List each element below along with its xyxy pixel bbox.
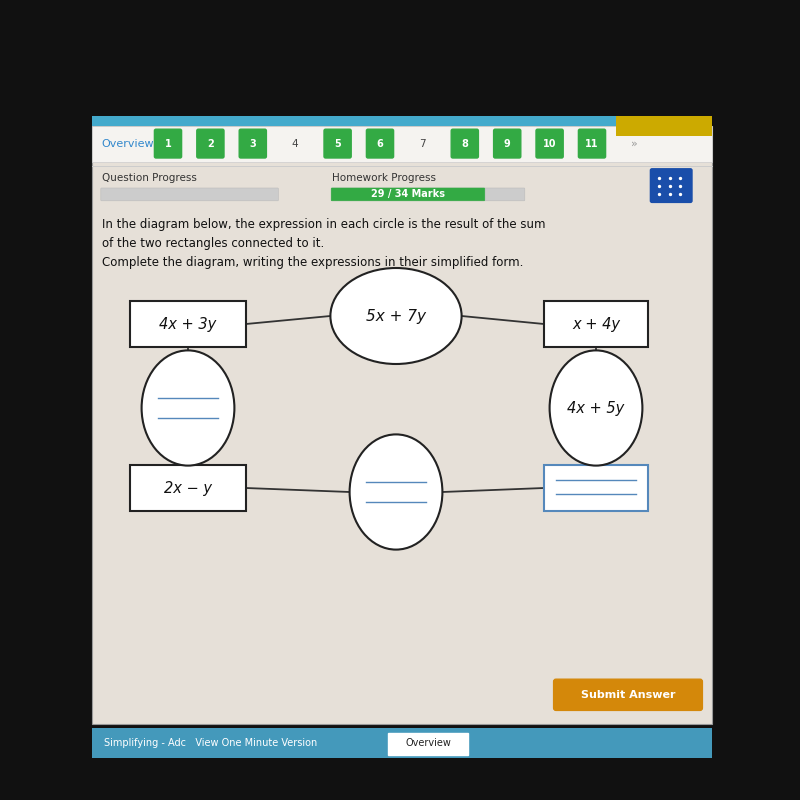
FancyBboxPatch shape: [324, 130, 351, 158]
Ellipse shape: [330, 268, 462, 364]
Text: 2x − y: 2x − y: [164, 481, 212, 495]
FancyBboxPatch shape: [101, 188, 278, 201]
Text: 5x + 7y: 5x + 7y: [366, 309, 426, 323]
FancyBboxPatch shape: [130, 465, 246, 511]
FancyBboxPatch shape: [130, 301, 246, 347]
Ellipse shape: [350, 434, 442, 550]
Text: 8: 8: [462, 138, 468, 149]
Text: 6: 6: [377, 138, 383, 149]
FancyBboxPatch shape: [239, 130, 266, 158]
FancyBboxPatch shape: [616, 116, 712, 136]
FancyBboxPatch shape: [650, 169, 692, 202]
FancyBboxPatch shape: [536, 130, 563, 158]
FancyBboxPatch shape: [92, 126, 712, 162]
Text: 4x + 3y: 4x + 3y: [159, 317, 217, 331]
Text: 1: 1: [165, 138, 171, 149]
FancyBboxPatch shape: [578, 130, 606, 158]
Text: Overview: Overview: [405, 738, 451, 748]
Text: Simplifying - Adc   View One Minute Version: Simplifying - Adc View One Minute Versio…: [104, 738, 318, 748]
Ellipse shape: [550, 350, 642, 466]
FancyBboxPatch shape: [331, 188, 525, 201]
Text: »: »: [631, 138, 638, 149]
Text: Overview: Overview: [102, 138, 154, 149]
Text: x + 4y: x + 4y: [572, 317, 620, 331]
Text: 3: 3: [250, 138, 256, 149]
Text: In the diagram below, the expression in each circle is the result of the sum
of : In the diagram below, the expression in …: [102, 218, 545, 270]
Text: 9: 9: [504, 138, 510, 149]
Text: 4: 4: [292, 138, 298, 149]
Ellipse shape: [142, 350, 234, 466]
FancyBboxPatch shape: [154, 130, 182, 158]
Text: 2: 2: [207, 138, 214, 149]
FancyBboxPatch shape: [197, 130, 224, 158]
Text: 5: 5: [334, 138, 341, 149]
FancyBboxPatch shape: [366, 130, 394, 158]
FancyBboxPatch shape: [554, 679, 702, 710]
FancyBboxPatch shape: [92, 116, 712, 126]
Text: 4x + 5y: 4x + 5y: [567, 401, 625, 415]
FancyBboxPatch shape: [544, 465, 648, 511]
FancyBboxPatch shape: [388, 733, 468, 755]
FancyBboxPatch shape: [544, 301, 648, 347]
Text: Question Progress: Question Progress: [102, 174, 197, 183]
FancyBboxPatch shape: [331, 188, 485, 201]
Text: Submit Answer: Submit Answer: [581, 690, 675, 700]
FancyBboxPatch shape: [92, 126, 712, 724]
FancyBboxPatch shape: [451, 130, 478, 158]
Text: 7: 7: [419, 138, 426, 149]
Text: 10: 10: [543, 138, 556, 149]
FancyBboxPatch shape: [494, 130, 521, 158]
Text: Homework Progress: Homework Progress: [332, 174, 436, 183]
Text: 11: 11: [586, 138, 598, 149]
FancyBboxPatch shape: [92, 728, 712, 758]
Text: 29 / 34 Marks: 29 / 34 Marks: [371, 190, 445, 199]
